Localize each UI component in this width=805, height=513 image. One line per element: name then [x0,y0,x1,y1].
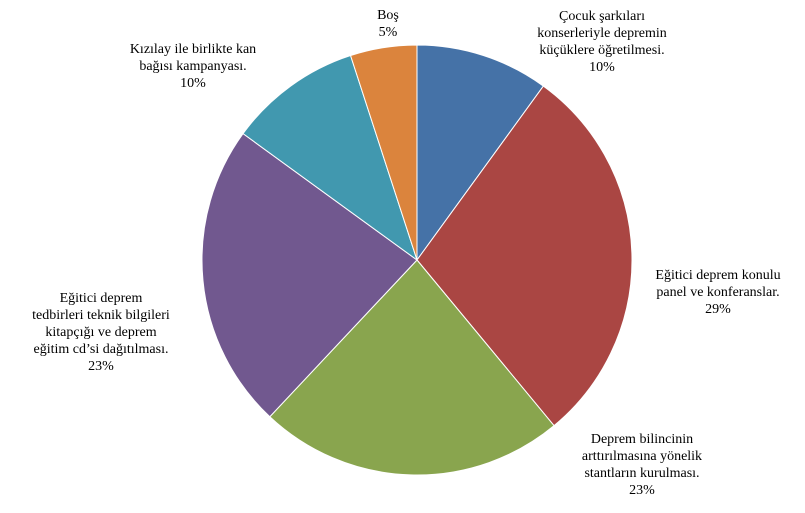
pie-slice-5 [242,54,418,262]
slice-label-line: Boş [377,8,399,23]
pie-slice-6 [349,44,418,261]
slice-label-2: Eğitici deprem konulu panel ve konferansl… [655,268,780,317]
slice-label-line: Eğitici deprem [60,291,143,306]
slice-value-label: 10% [180,76,206,91]
pie-slice-1 [416,44,545,262]
pie-slice-3 [269,259,555,476]
slice-label-4: Eğitici deprem tedbirleri teknik bilgiler… [32,291,170,374]
pie-slice-4 [201,132,418,418]
slice-value-label: 23% [629,483,655,498]
slice-label-line: bağısı kampanyası. [139,59,246,74]
slice-label-line: kitapçığı ve deprem [45,325,156,340]
slice-value-label: 23% [88,359,114,374]
slice-label-line: Deprem bilincinin [591,432,693,447]
slice-label-line: Kızılay ile birlikte kan [130,42,256,57]
slice-label-line: stantların kurulması. [584,466,699,481]
slice-value-label: 29% [705,302,731,317]
slice-label-line: küçüklere öğretilmesi. [539,43,664,58]
pie-slices [201,44,633,476]
slice-label-line: panel ve konferanslar. [656,285,779,300]
slice-label-line: tedbirleri teknik bilgileri [32,308,170,323]
slice-label-1: Çocuk şarkıları konserleriyle depremin küç… [537,9,666,75]
pie-slice-2 [416,85,633,427]
slice-value-label: 10% [589,60,615,75]
slice-label-line: Çocuk şarkıları [559,9,645,24]
slice-value-label: 5% [379,25,398,40]
slice-label-3: Deprem bilincinin arttırılmasına yönelik s… [582,432,702,498]
slice-label-line: konserleriyle depremin [537,26,666,41]
slice-label-6: Boş 5% [377,8,399,40]
slice-label-5: Kızılay ile birlikte kan bağısı kampanyas… [130,42,256,91]
pie-labels: Çocuk şarkıları konserleriyle depremin küç… [32,8,780,498]
slice-label-line: eğitim cd’si dağıtılması. [34,342,169,357]
slice-label-line: arttırılmasına yönelik [582,449,702,464]
slice-label-line: Eğitici deprem konulu [655,268,780,283]
